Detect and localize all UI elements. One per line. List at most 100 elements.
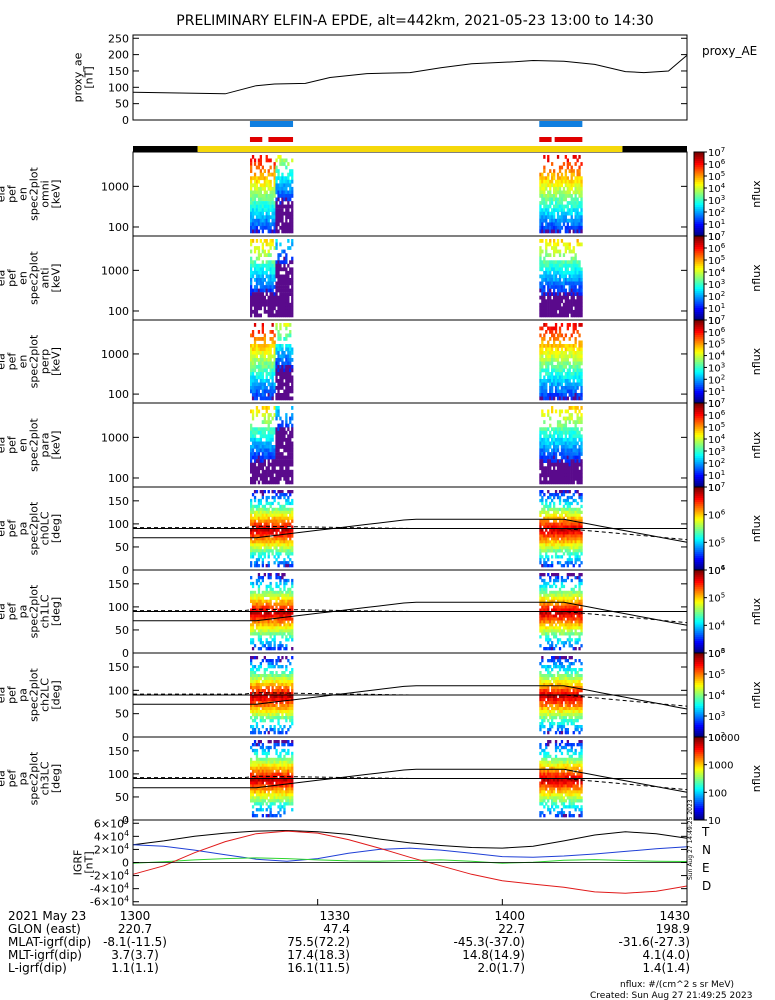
heatmap-cell <box>556 242 560 247</box>
heatmap-cell <box>267 249 270 254</box>
heatmap-cell <box>572 540 575 544</box>
heatmap-cell <box>281 197 284 202</box>
heatmap-cell <box>261 396 264 401</box>
heatmap-cell <box>560 513 564 517</box>
heatmap-cell <box>545 208 548 212</box>
heatmap-cell <box>250 516 253 520</box>
heatmap-cell <box>277 516 280 520</box>
heatmap-cell <box>253 564 257 568</box>
heatmap-cell <box>250 344 253 348</box>
heatmap-cell <box>554 490 558 494</box>
colorbar-step <box>694 244 704 247</box>
heatmap-cell <box>250 476 253 481</box>
heatmap-cell <box>545 260 548 265</box>
heatmap-cell <box>576 172 579 177</box>
heatmap-cell <box>255 430 259 435</box>
heatmap-cell <box>285 525 288 529</box>
heatmap-cell <box>574 186 577 191</box>
heatmap-cell <box>558 169 562 173</box>
heatmap-cell <box>551 452 554 456</box>
heatmap-cell <box>259 186 262 191</box>
heatmap-cell <box>273 507 276 512</box>
heatmap-cell <box>273 480 276 485</box>
y-tick-label: 100 <box>108 601 129 614</box>
heatmap-cell <box>285 204 288 209</box>
colorbar-step <box>694 168 704 172</box>
heatmap-cell <box>564 313 567 318</box>
heatmap-cell <box>265 201 268 205</box>
heatmap-cell <box>259 176 262 181</box>
heatmap-cell <box>265 632 268 636</box>
heatmap-cell <box>275 540 278 544</box>
colorbar-step <box>694 248 704 252</box>
heatmap-cell <box>570 543 573 547</box>
heatmap-cell <box>556 306 560 311</box>
heatmap-cell <box>259 626 262 630</box>
heatmap-cell <box>289 469 292 474</box>
heatmap-cell <box>257 531 261 535</box>
heatmap-cell <box>578 587 581 592</box>
heatmap-cell <box>279 218 282 223</box>
heatmap-cell <box>265 242 268 247</box>
heatmap-cell <box>289 211 292 216</box>
heatmap-cell <box>576 546 579 550</box>
heatmap-cell <box>580 561 583 565</box>
heatmap-cell <box>564 466 567 471</box>
heatmap-cell <box>570 172 573 177</box>
heatmap-cell <box>261 510 264 514</box>
heatmap-cell <box>553 368 556 373</box>
heatmap-cell <box>576 608 579 612</box>
heatmap-cell <box>576 229 579 234</box>
heatmap-cell <box>275 473 278 478</box>
heatmap-cell <box>558 473 562 478</box>
heatmap-cell <box>257 576 261 580</box>
heatmap-cell <box>291 382 294 387</box>
heatmap-cell <box>267 260 270 265</box>
heatmap-cell <box>560 285 564 289</box>
heatmap-cell <box>285 552 288 556</box>
colorbar-step <box>694 175 704 178</box>
colorbar-step <box>694 611 704 615</box>
heatmap-cell <box>259 498 262 503</box>
colorbar-step <box>694 394 704 398</box>
colorbar-step <box>694 200 704 203</box>
heatmap-cell <box>554 278 558 282</box>
heatmap-cell <box>261 516 264 520</box>
heatmap-cell <box>273 333 276 338</box>
heatmap-cell <box>269 288 272 293</box>
heatmap-cell <box>257 629 261 633</box>
heatmap-cell <box>257 218 261 223</box>
panels: proxy_AE050100150200250proxy_ae[nT]10010… <box>0 32 763 908</box>
heatmap-cell <box>257 337 261 341</box>
heatmap-cell <box>539 260 542 265</box>
heatmap-cell <box>281 617 284 621</box>
heatmap-cell <box>574 427 577 432</box>
heatmap-cell <box>287 197 290 202</box>
heatmap-cell <box>279 445 282 449</box>
heatmap-cell <box>560 493 564 497</box>
heatmap-cell <box>560 596 564 600</box>
heatmap-cell <box>564 365 567 369</box>
heatmap-cell <box>250 354 253 359</box>
heatmap-cell <box>572 344 575 348</box>
heatmap-cell <box>556 445 560 449</box>
heatmap-cell <box>273 626 276 630</box>
heatmap-cell <box>574 430 577 435</box>
heatmap-cell <box>564 434 567 439</box>
heatmap-cell <box>265 260 268 265</box>
heatmap-cell <box>289 396 292 401</box>
heatmap-cell <box>287 528 290 532</box>
heatmap-cell <box>271 302 274 307</box>
heatmap-cell <box>267 420 270 424</box>
heatmap-cell <box>568 347 571 352</box>
heatmap-cell <box>545 344 548 348</box>
heatmap-cell <box>287 358 290 362</box>
heatmap-cell <box>273 516 276 520</box>
heatmap-cell <box>251 641 255 645</box>
heatmap-cell <box>574 306 577 311</box>
heatmap-cell <box>543 469 546 474</box>
colorbar-step <box>694 520 704 523</box>
heatmap-cell <box>285 313 288 318</box>
heatmap-cell <box>558 267 562 272</box>
heatmap-cell <box>580 406 583 410</box>
